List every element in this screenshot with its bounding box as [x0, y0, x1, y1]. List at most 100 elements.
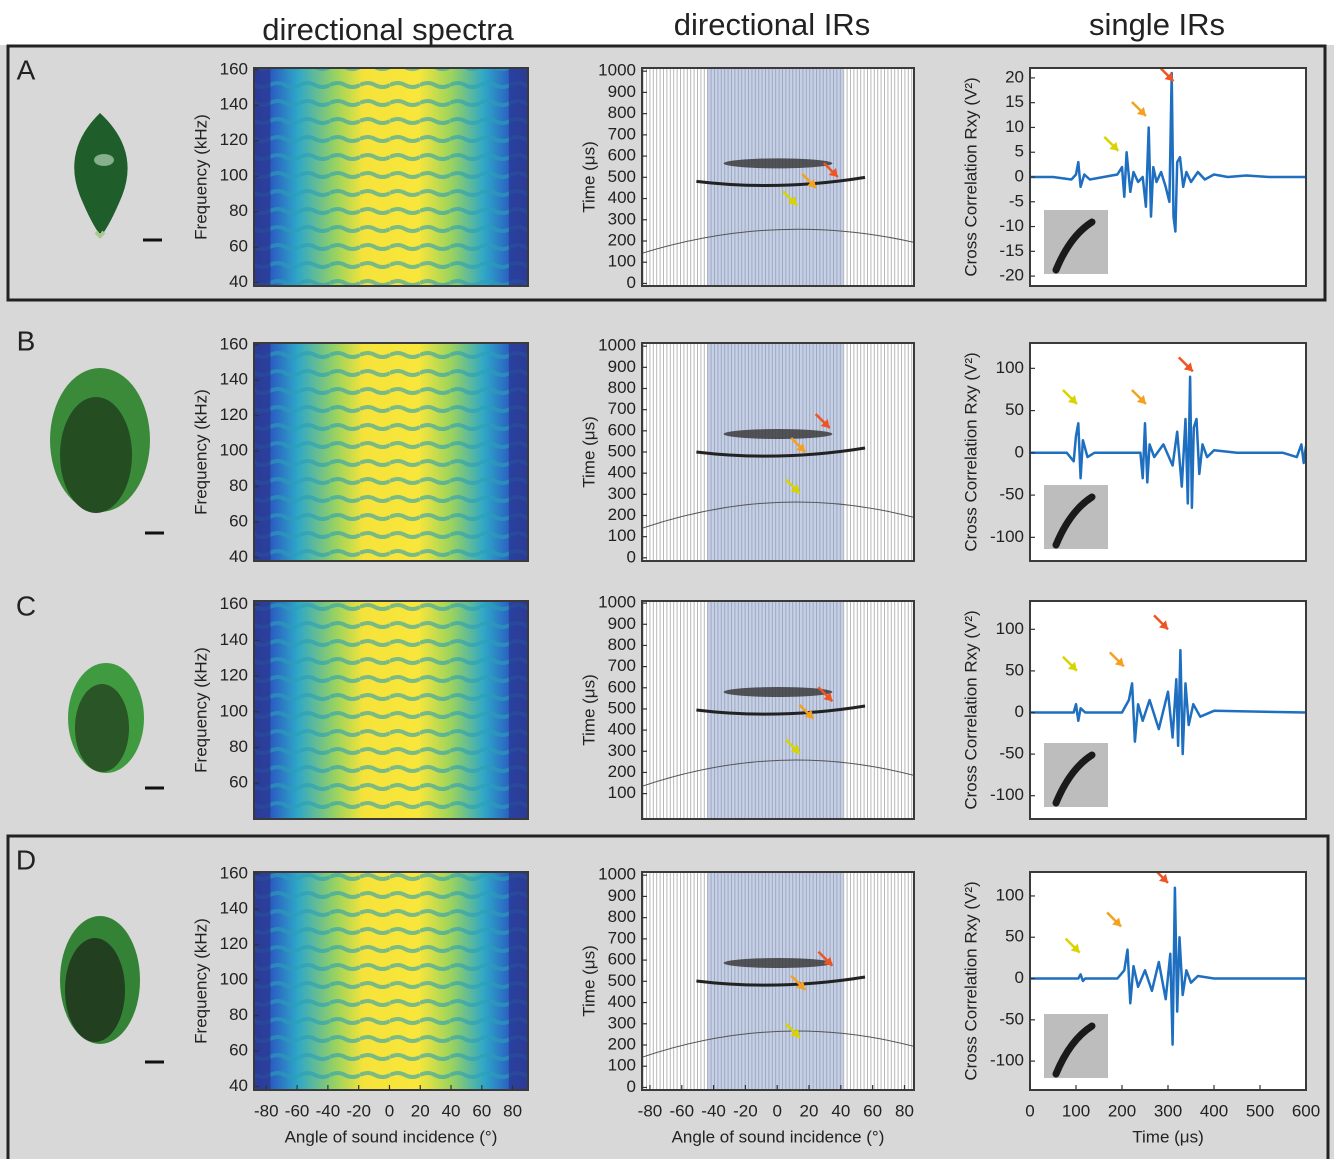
y-tick-label: 40: [229, 1076, 248, 1095]
x-tick-label: -60: [669, 1101, 694, 1120]
y-tick-label: 0: [1015, 442, 1024, 461]
y-tick-label: 200: [608, 1034, 636, 1053]
arrow-head: [828, 168, 838, 177]
y-tick-label: 50: [1005, 400, 1024, 419]
y-tick-label: -50: [999, 1009, 1024, 1028]
x-tick-label: -20: [733, 1101, 758, 1120]
plot-area: [642, 872, 914, 1090]
y-tick-label: 15: [1005, 92, 1024, 111]
x-tick-label: -60: [285, 1101, 310, 1120]
plot-frame: [1029, 342, 1307, 562]
x-tick-label: 500: [1246, 1101, 1274, 1120]
ir-echo: [723, 958, 833, 968]
y-tick-label: -5: [1009, 191, 1024, 210]
y-tick-label: 20: [1005, 67, 1024, 86]
inset-background: [1044, 743, 1108, 807]
x-tick-label: 0: [385, 1101, 394, 1120]
y-tick-label: 400: [608, 463, 636, 482]
x-axis-label: Angle of sound incidence (°): [285, 1127, 498, 1146]
ir-echo: [696, 175, 866, 188]
y-tick-label: 120: [220, 934, 248, 953]
ir-echo: [723, 158, 833, 169]
y-tick-label: -10: [999, 216, 1024, 235]
spectrum-edge: [254, 343, 271, 561]
plot-frame: [641, 600, 915, 820]
y-tick-label: 120: [220, 666, 248, 685]
y-axis-label: Time (μs): [579, 416, 598, 488]
y-tick-label: 300: [608, 209, 636, 228]
x-tick-label: 0: [1025, 1101, 1034, 1120]
ir-echo-faint: [642, 1030, 914, 1058]
y-tick-label: 500: [608, 167, 636, 186]
ir-traces: [642, 68, 914, 286]
y-tick-label: 100: [220, 166, 248, 185]
arrow-head: [820, 419, 830, 429]
y-tick-label: 500: [608, 698, 636, 717]
plot-frame: [253, 871, 529, 1091]
plot-frame: [253, 67, 529, 287]
spectrum-edge: [508, 343, 528, 561]
ir-echo: [696, 704, 866, 716]
y-tick-label: 200: [608, 230, 636, 249]
ir-highlight: [707, 343, 844, 561]
ir-echo: [723, 429, 833, 439]
bowl-specimen: [68, 663, 164, 790]
panel-label: A: [17, 54, 36, 85]
arrow-head: [807, 178, 817, 188]
arrow-head: [804, 709, 814, 719]
column-title: directional spectra: [262, 12, 514, 47]
y-tick-label: 100: [996, 885, 1024, 904]
plot-area: [254, 68, 528, 286]
arrow-head: [1112, 917, 1122, 927]
y-tick-label: 700: [608, 124, 636, 143]
y-axis-label: Frequency (kHz): [191, 389, 210, 515]
y-tick-label: 100: [608, 252, 636, 271]
arrow-head: [823, 692, 833, 702]
panel-label: C: [16, 590, 36, 621]
y-tick-label: 600: [608, 146, 636, 165]
y-tick-label: 50: [1005, 927, 1024, 946]
arrow-head: [1159, 873, 1168, 883]
y-tick-label: 0: [627, 547, 636, 566]
y-tick-label: 1000: [598, 593, 636, 612]
y-tick-label: 300: [608, 741, 636, 760]
x-axis-label: Angle of sound incidence (°): [672, 1127, 885, 1146]
x-tick-label: -80: [638, 1101, 663, 1120]
waveform: [1030, 886, 1306, 1046]
x-tick-label: 60: [472, 1101, 491, 1120]
plot-area: [642, 68, 914, 286]
y-tick-label: 60: [229, 773, 248, 792]
ir-traces: [642, 343, 914, 561]
y-tick-label: 300: [608, 484, 636, 503]
y-tick-label: 0: [627, 273, 636, 292]
y-tick-label: 1000: [598, 865, 636, 884]
y-tick-label: 1000: [598, 61, 636, 80]
y-tick-label: 400: [608, 992, 636, 1011]
y-tick-label: 60: [229, 236, 248, 255]
arrow-head: [1164, 72, 1174, 82]
plot-area: [254, 601, 528, 819]
inset: [1044, 485, 1108, 549]
plot-area: [1030, 68, 1306, 286]
plot-area: [254, 872, 528, 1090]
inset: [1044, 1014, 1108, 1078]
y-tick-label: 900: [608, 886, 636, 905]
arrow-head: [790, 484, 800, 494]
x-axis-label: Time (μs): [1132, 1127, 1204, 1146]
y-tick-label: 140: [220, 899, 248, 918]
plot-frame: [253, 600, 529, 820]
x-tick-label: 40: [831, 1101, 850, 1120]
waveform: [1030, 375, 1306, 510]
spectrum-edge: [508, 872, 528, 1090]
plot-frame: [1029, 600, 1307, 820]
x-tick-label: 40: [442, 1101, 461, 1120]
arrow-head: [1114, 657, 1124, 667]
y-axis-label: Frequency (kHz): [191, 647, 210, 773]
ir-traces: [642, 872, 914, 1090]
arrow-head: [790, 1028, 800, 1038]
spectrum-bands: [254, 343, 528, 561]
y-tick-label: 80: [229, 201, 248, 220]
y-tick-label: 500: [608, 441, 636, 460]
y-tick-label: 80: [229, 1005, 248, 1024]
y-axis-label: Time (μs): [579, 674, 598, 746]
